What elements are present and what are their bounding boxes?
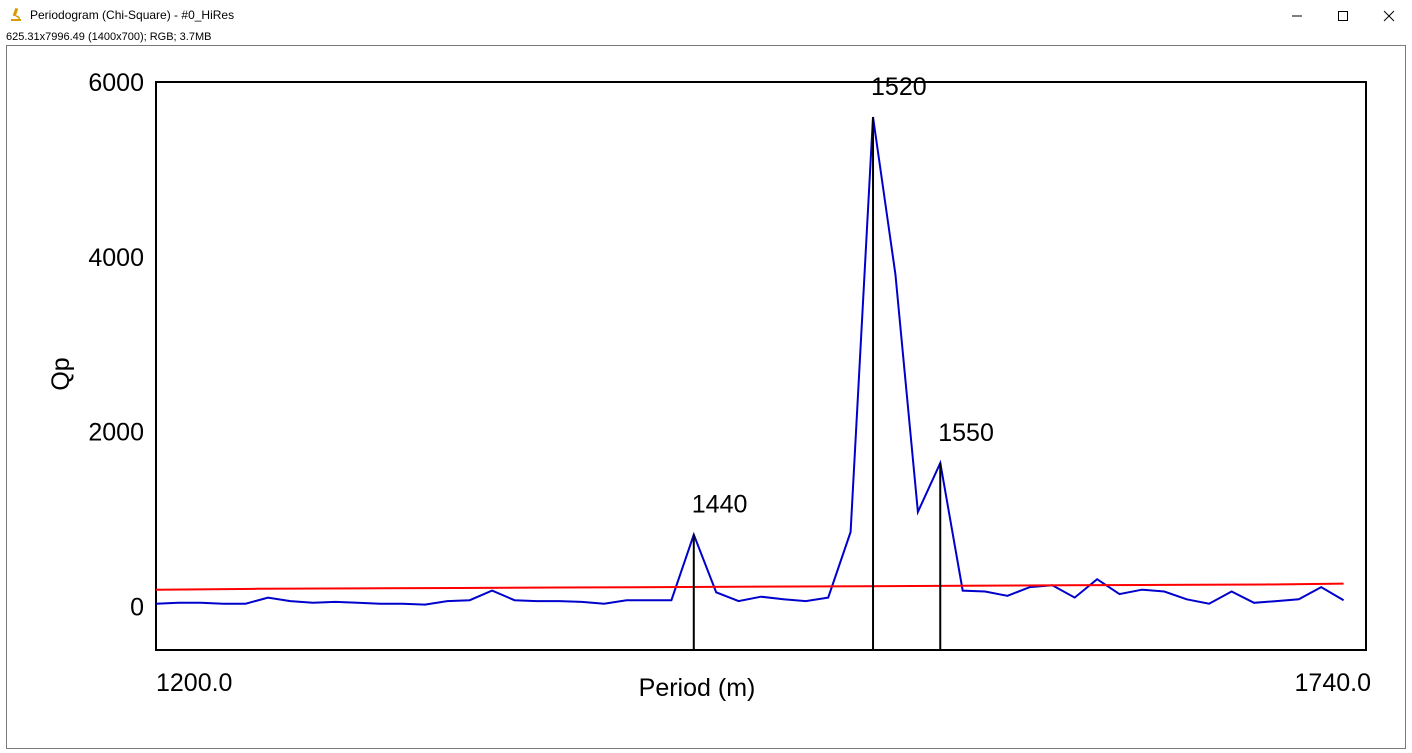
image-info: 625.31x7996.49 (1400x700); RGB; 3.7MB [6, 31, 212, 43]
data-series-line [155, 116, 1345, 606]
y-tick-label: 2000 [88, 419, 144, 447]
peak-label: 1440 [692, 491, 748, 519]
plot-canvas[interactable]: 1440 1520 1550 0 2000 4000 6000 1200.0 1740.0 Per… [6, 45, 1406, 749]
minimize-button[interactable] [1274, 0, 1320, 31]
close-icon [1383, 10, 1395, 21]
plot-frame [155, 81, 1367, 651]
threshold-line [155, 582, 1344, 591]
close-button[interactable] [1366, 0, 1412, 31]
window-title: Periodogram (Chi-Square) - #0_HiRes [30, 8, 235, 22]
peak-label: 1520 [871, 73, 927, 101]
minimize-icon [1292, 15, 1302, 16]
maximize-icon [1338, 10, 1348, 21]
maximize-button[interactable] [1320, 0, 1366, 31]
peak-label: 1550 [938, 419, 994, 447]
y-tick-label: 4000 [88, 244, 144, 272]
y-tick-label: 0 [130, 593, 144, 621]
title-bar: Periodogram (Chi-Square) - #0_HiRes [0, 0, 1412, 31]
microscope-icon [9, 7, 23, 23]
x-axis-label: Period (m) [639, 674, 756, 702]
x-tick-label: 1740.0 [1295, 669, 1371, 697]
y-axis-label: Qp [47, 357, 75, 390]
x-tick-label: 1200.0 [156, 669, 232, 697]
y-tick-label: 6000 [88, 69, 144, 97]
periodogram-chart: 1440 1520 1550 0 2000 4000 6000 1200.0 1740.0 Per… [47, 69, 1371, 702]
